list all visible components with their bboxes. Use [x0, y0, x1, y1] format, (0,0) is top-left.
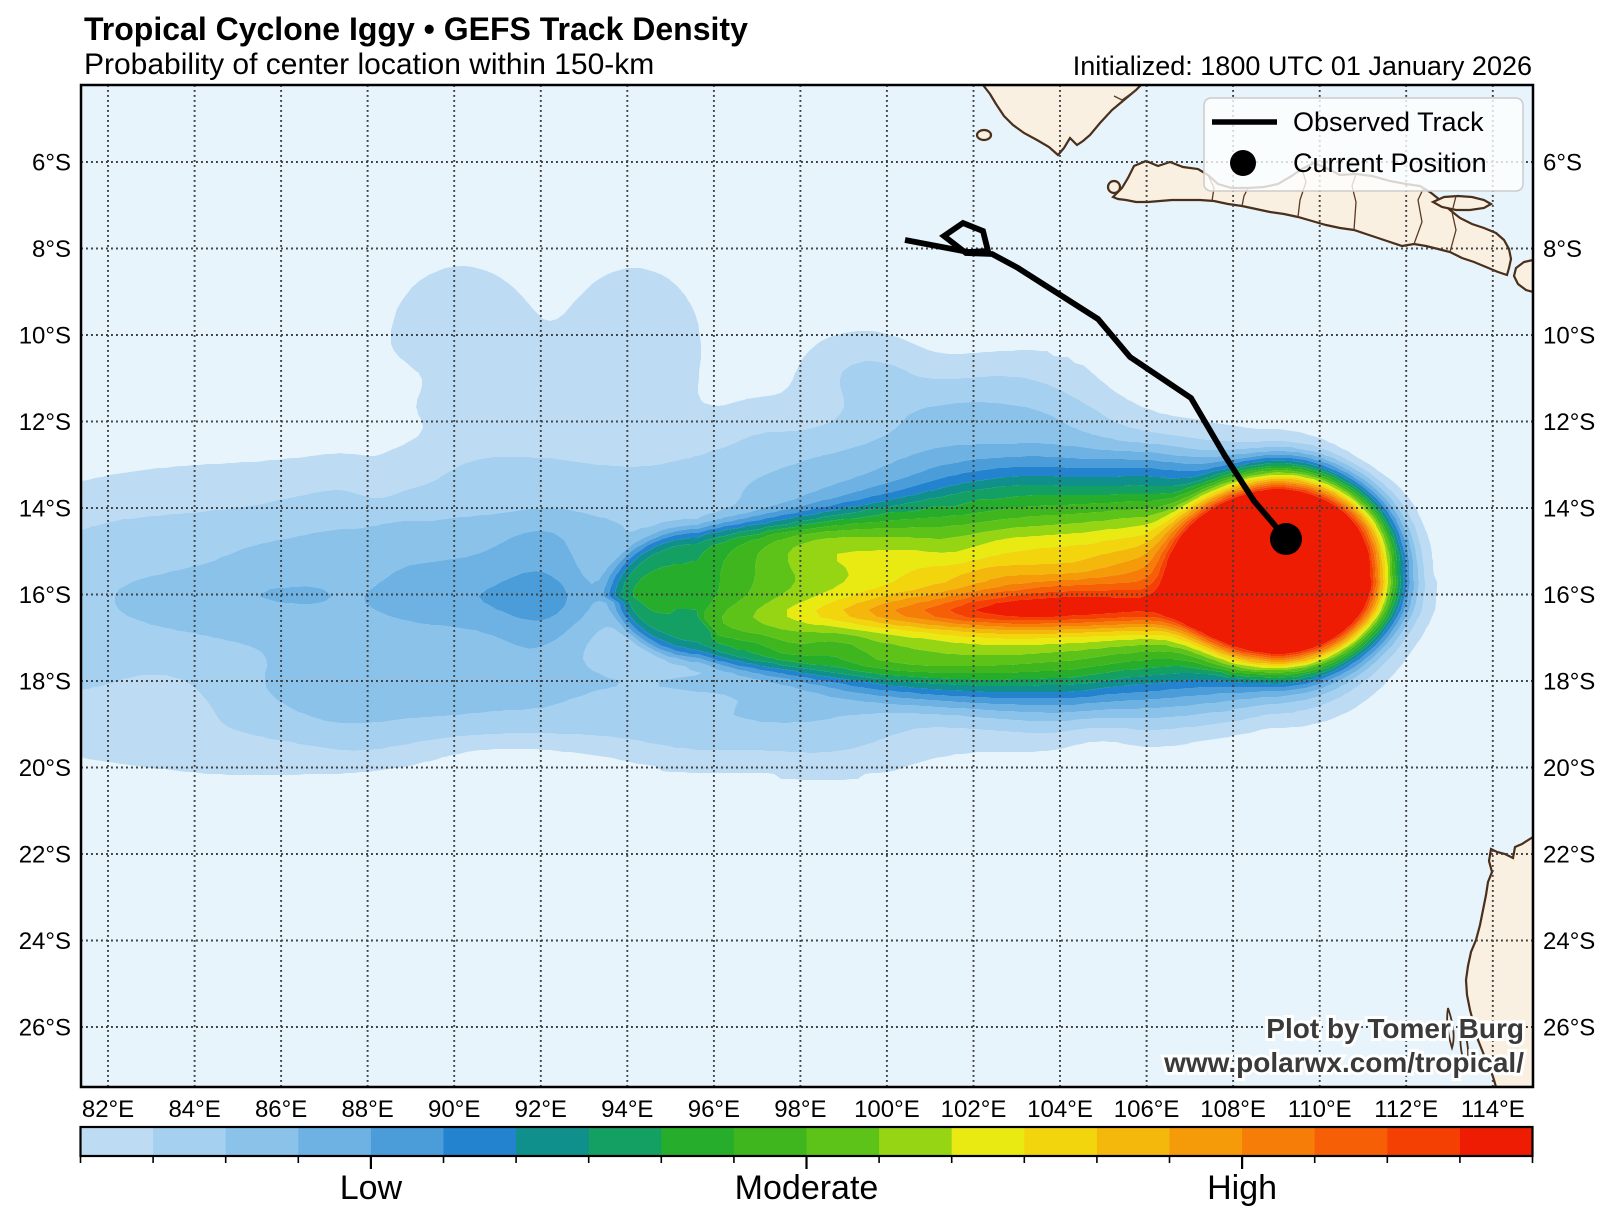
svg-text:6°S: 6°S [32, 150, 71, 177]
svg-text:18°S: 18°S [1543, 669, 1595, 696]
svg-text:18°S: 18°S [19, 669, 71, 696]
svg-text:26°S: 26°S [19, 1015, 71, 1042]
svg-text:Current Position: Current Position [1293, 148, 1487, 178]
svg-text:114°E: 114°E [1461, 1096, 1525, 1123]
svg-text:12°S: 12°S [1543, 409, 1595, 436]
svg-text:20°S: 20°S [19, 755, 71, 782]
svg-text:106°E: 106°E [1114, 1096, 1180, 1123]
svg-text:88°E: 88°E [341, 1096, 393, 1123]
svg-text:8°S: 8°S [32, 236, 71, 263]
svg-text:24°S: 24°S [1543, 928, 1595, 955]
svg-text:Tropical Cyclone Iggy • GEFS T: Tropical Cyclone Iggy • GEFS Track Densi… [84, 11, 748, 47]
svg-text:92°E: 92°E [515, 1096, 567, 1123]
svg-text:Low: Low [340, 1169, 403, 1207]
svg-text:94°E: 94°E [601, 1096, 653, 1123]
svg-text:104°E: 104°E [1027, 1096, 1093, 1123]
svg-text:102°E: 102°E [941, 1096, 1007, 1123]
svg-text:82°E: 82°E [82, 1096, 134, 1123]
svg-text:8°S: 8°S [1543, 236, 1582, 263]
svg-text:Observed Track: Observed Track [1293, 107, 1484, 137]
svg-text:12°S: 12°S [19, 409, 71, 436]
svg-text:14°S: 14°S [1543, 496, 1595, 523]
svg-text:24°S: 24°S [19, 928, 71, 955]
svg-text:16°S: 16°S [1543, 582, 1595, 609]
svg-text:High: High [1207, 1169, 1277, 1207]
svg-text:www.polarwx.com/tropical/: www.polarwx.com/tropical/ [1163, 1047, 1524, 1078]
svg-text:90°E: 90°E [428, 1096, 480, 1123]
svg-text:26°S: 26°S [1543, 1015, 1595, 1042]
svg-text:20°S: 20°S [1543, 755, 1595, 782]
svg-text:84°E: 84°E [168, 1096, 220, 1123]
svg-text:108°E: 108°E [1200, 1096, 1266, 1123]
svg-text:Moderate: Moderate [735, 1169, 879, 1207]
svg-text:96°E: 96°E [688, 1096, 740, 1123]
svg-text:22°S: 22°S [19, 842, 71, 869]
svg-text:22°S: 22°S [1543, 842, 1595, 869]
svg-text:14°S: 14°S [19, 496, 71, 523]
svg-text:Plot by Tomer Burg: Plot by Tomer Burg [1266, 1013, 1524, 1044]
svg-text:86°E: 86°E [255, 1096, 307, 1123]
svg-text:Initialized: 1800 UTC 01 Janua: Initialized: 1800 UTC 01 January 2026 [1073, 51, 1532, 81]
svg-text:100°E: 100°E [854, 1096, 920, 1123]
svg-text:98°E: 98°E [774, 1096, 826, 1123]
svg-text:Probability of center location: Probability of center location within 15… [84, 48, 654, 81]
svg-text:6°S: 6°S [1543, 150, 1582, 177]
svg-text:10°S: 10°S [19, 323, 71, 350]
svg-text:16°S: 16°S [19, 582, 71, 609]
svg-text:10°S: 10°S [1543, 323, 1595, 350]
svg-text:110°E: 110°E [1288, 1096, 1352, 1123]
svg-text:112°E: 112°E [1374, 1096, 1438, 1123]
